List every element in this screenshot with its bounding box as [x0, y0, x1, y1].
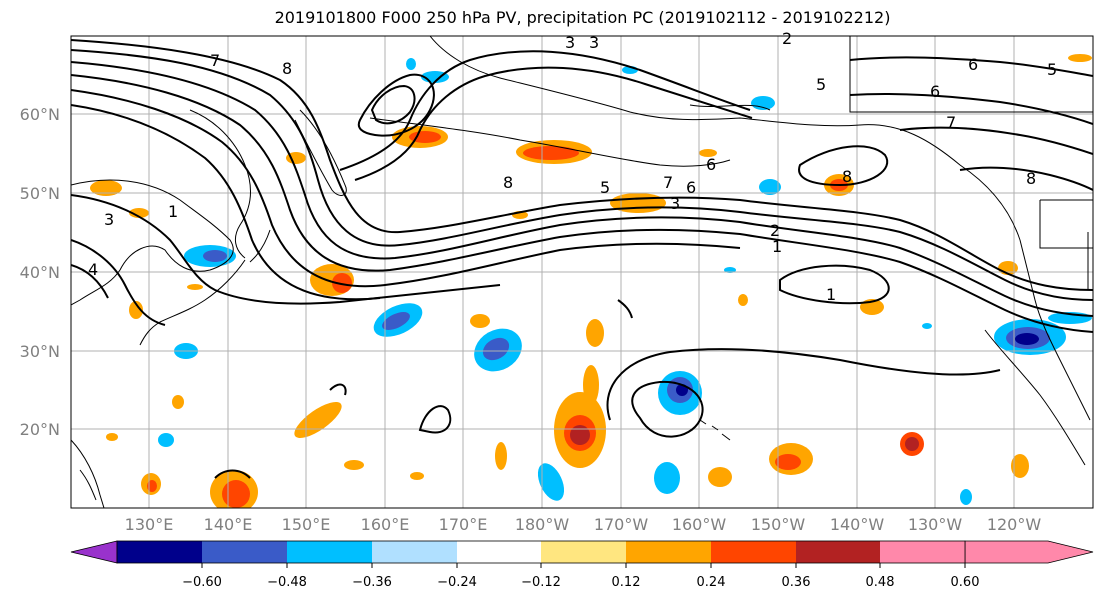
contour-label: 7: [946, 113, 956, 132]
contour-label: 1: [772, 237, 782, 256]
lat-axis: 60°N 50°N 40°N 30°N 20°N: [20, 105, 60, 439]
lon-label: 160°W: [672, 515, 727, 534]
contour-label: 6: [686, 178, 696, 197]
lat-label: 40°N: [20, 263, 60, 282]
lat-label: 30°N: [20, 342, 60, 361]
colorbar-segment: [287, 541, 372, 563]
colorbar-segment: [457, 541, 541, 563]
colorbar-tick-label: 0.24: [697, 575, 726, 590]
contour-label: 7: [663, 173, 673, 192]
lat-label: 20°N: [20, 420, 60, 439]
contour-label: 4: [88, 260, 98, 279]
lon-label: 150°E: [282, 515, 331, 534]
contour-label: 3: [589, 33, 599, 52]
colorbar-tick-label: −0.48: [267, 575, 307, 590]
lon-label: 130°E: [125, 515, 174, 534]
contour-label: 6: [706, 155, 716, 174]
colorbar-tick-label: 0.48: [866, 575, 895, 590]
contour-label: 2: [770, 221, 780, 240]
contour-label: 8: [1026, 169, 1036, 188]
lon-label: 140°W: [830, 515, 885, 534]
colorbar-extend-left: [70, 540, 118, 564]
colorbar-tick-label: −0.60: [182, 575, 222, 590]
lon-label: 120°W: [987, 515, 1042, 534]
lon-label: 140°E: [204, 515, 253, 534]
map-title: 2019101800 F000 250 hPa PV, precipitatio…: [274, 8, 891, 27]
colorbar-segment: [880, 541, 965, 563]
colorbar: −0.60 −0.48 −0.36 −0.24 −0.12 0.12 0.24 …: [70, 540, 1094, 590]
colorbar-segment: [117, 541, 202, 563]
lon-axis: 130°E 140°E 150°E 160°E 170°E 180°W 170°…: [125, 515, 1042, 534]
lon-label: 160°E: [361, 515, 410, 534]
contour-label: 3: [565, 33, 575, 52]
lon-label: 170°E: [439, 515, 488, 534]
lon-label: 170°W: [594, 515, 649, 534]
contour-label: 6: [968, 55, 978, 74]
gridlines: [71, 36, 1093, 508]
colorbar-tick-label: 0.12: [612, 575, 641, 590]
contour-label: 2: [782, 29, 792, 48]
colorbar-extend-right: [964, 540, 1094, 564]
colorbar-segment: [202, 541, 287, 563]
contour-label: 5: [816, 75, 826, 94]
plot-frame: [70, 35, 1094, 509]
contour-label: 8: [503, 173, 513, 192]
contour-label: 8: [282, 59, 292, 78]
contour-label-group: 7 8 3 3 2 6 5 5 6 7 8 5 7 6 8 3 2 1 1 1 …: [88, 29, 1057, 304]
coastlines: [71, 36, 1091, 508]
contour-label: 5: [1047, 60, 1057, 79]
colorbar-segment: [796, 541, 880, 563]
lon-label: 150°W: [751, 515, 806, 534]
contour-label: 5: [600, 178, 610, 197]
lat-label: 50°N: [20, 184, 60, 203]
colorbar-segment: [711, 541, 796, 563]
colorbar-tick-label: 0.60: [951, 575, 980, 590]
colorbar-segment: [541, 541, 626, 563]
contour-label: 1: [826, 285, 836, 304]
pv-contours: [71, 39, 1093, 479]
contour-label: 8: [842, 167, 852, 186]
colorbar-tick-label: −0.12: [521, 575, 561, 590]
contour-label: 1: [168, 202, 178, 221]
colorbar-tick-label: 0.36: [782, 575, 811, 590]
colorbar-tick-label: −0.36: [352, 575, 392, 590]
lon-label: 180°W: [515, 515, 570, 534]
colorbar-segment: [626, 541, 711, 563]
contour-label: 7: [210, 51, 220, 70]
colorbar-ticks: [201, 563, 966, 568]
precip-shading: [90, 54, 1092, 508]
lat-label: 60°N: [20, 105, 60, 124]
contour-label: 6: [930, 82, 940, 101]
lon-label: 130°W: [908, 515, 963, 534]
contour-label: 3: [104, 210, 114, 229]
contour-label: 3: [670, 194, 680, 213]
colorbar-segment: [372, 541, 457, 563]
borders: [849, 36, 1093, 290]
colorbar-tick-label: −0.24: [437, 575, 477, 590]
